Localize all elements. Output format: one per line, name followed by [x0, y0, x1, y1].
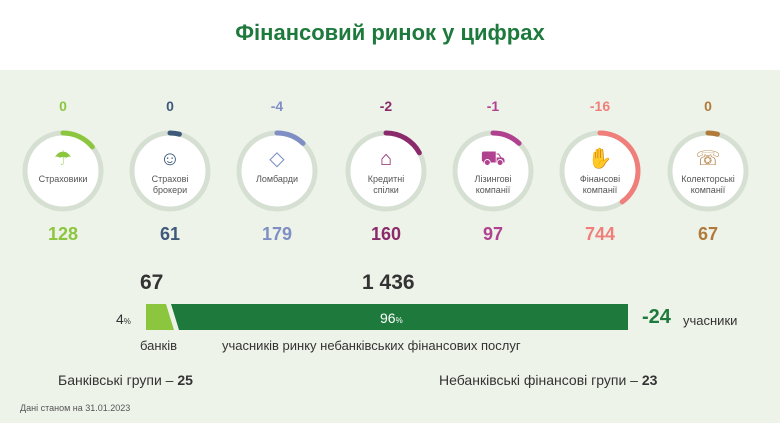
category-label: Ломбарди: [255, 174, 299, 184]
category-delta: -1: [486, 98, 500, 114]
footnote: Дані станом на 31.01.2023: [20, 403, 131, 413]
banks-label: банків: [140, 338, 178, 353]
category-label: Лізингові компанії: [474, 174, 512, 195]
category-delta: 0: [59, 98, 67, 114]
category-delta: 0: [704, 98, 712, 114]
bank-groups-value: 25: [177, 372, 193, 388]
category-ring: ☏ Колекторські компанії: [665, 128, 751, 214]
category-ring: ☺ Страхові брокери: [127, 128, 213, 214]
category-label: Фінансові компанії: [579, 174, 621, 195]
category-count: 128: [47, 224, 79, 244]
category-delta: -2: [379, 98, 393, 114]
banks-percent: 4%: [116, 311, 131, 327]
change-value: -24: [642, 306, 671, 328]
category-ring: ☂ Страховики: [20, 128, 106, 214]
category-ring: ✋ Фінансові компанії: [557, 128, 643, 214]
category-ring: ⛟ Лізингові компанії: [450, 128, 536, 214]
category-delta: -16: [589, 98, 611, 114]
category-delta: -4: [270, 98, 284, 114]
category-count: 160: [370, 224, 402, 244]
umbrella-icon: ☂: [54, 148, 72, 170]
nonbank-groups-label: Небанківські фінансові групи –: [439, 372, 638, 388]
category-label: Колекторські компанії: [681, 174, 735, 195]
banks-bar-segment: [146, 304, 174, 330]
category-count: 97: [482, 224, 504, 244]
market-share-bar: [146, 304, 628, 330]
bank-groups-label: Банківські групи –: [58, 372, 174, 388]
page-title: Фінансовий ринок у цифрах: [235, 20, 545, 45]
stats-panel: 0 ☂ Страховики 128 0 ☺ Страхові брокери 61 -4 ◇ Лом…: [0, 70, 780, 423]
nonbank-percent: 96%: [380, 310, 403, 326]
category-ring: ⌂ Кредитні спілки: [343, 128, 429, 214]
category-label: Страхові брокери: [151, 174, 189, 195]
category-ring: ◇ Ломбарди: [234, 128, 320, 214]
category-label: Страховики: [38, 174, 88, 184]
nonbank-label: учасників ринку небанківських фінансових…: [222, 338, 521, 353]
phone-icon: ☏: [695, 148, 721, 170]
handshake-icon: ⌂: [379, 148, 393, 170]
category-count: 179: [261, 224, 293, 244]
nonbank-count: 1 436: [362, 271, 415, 294]
nonbank-groups: Небанківські фінансові групи – 23: [439, 372, 657, 388]
category-count: 67: [697, 224, 719, 244]
nonbank-bar-segment: [171, 304, 628, 330]
diamond-icon: ◇: [269, 148, 285, 170]
people-icon: ☺: [159, 148, 181, 170]
category-count: 61: [159, 224, 181, 244]
category-delta: 0: [166, 98, 174, 114]
change-label: учасники: [683, 313, 738, 328]
car-icon: ⛟: [480, 148, 506, 170]
category-label: Кредитні спілки: [367, 174, 405, 195]
hand-coin-icon: ✋: [587, 148, 613, 170]
bank-groups: Банківські групи – 25: [58, 372, 193, 388]
banks-count: 67: [140, 271, 164, 294]
nonbank-groups-value: 23: [641, 372, 658, 388]
category-count: 744: [584, 224, 616, 244]
